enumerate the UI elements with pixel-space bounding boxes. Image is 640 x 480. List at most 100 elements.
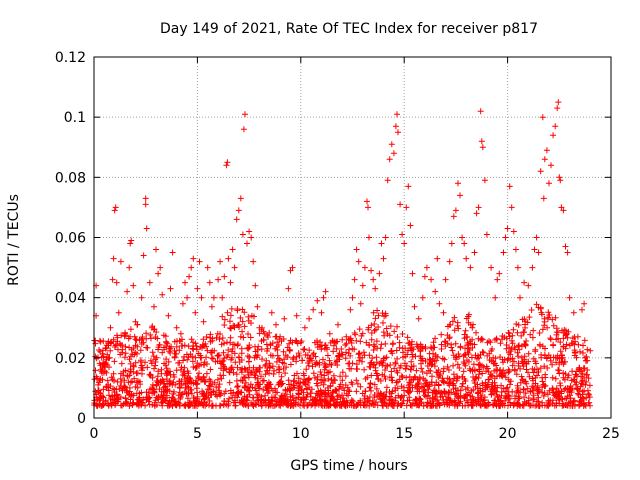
data-point	[471, 249, 478, 256]
noise-marker	[398, 393, 405, 400]
noise-marker	[471, 341, 478, 348]
noise-marker	[152, 359, 159, 365]
data-point	[579, 306, 585, 313]
noise-marker	[207, 331, 214, 338]
noise-marker	[549, 374, 556, 381]
noise-marker	[151, 403, 158, 409]
noise-marker	[562, 358, 568, 365]
noise-marker	[143, 335, 150, 342]
noise-marker	[491, 375, 498, 382]
noise-marker	[382, 401, 388, 407]
noise-marker	[447, 379, 454, 386]
noise-marker	[514, 349, 521, 356]
noise-marker	[125, 379, 132, 386]
noise-marker	[397, 362, 404, 369]
data-point	[250, 258, 257, 265]
noise-marker	[185, 370, 192, 377]
noise-marker	[174, 338, 180, 344]
data-point	[403, 204, 410, 211]
noise-marker	[235, 354, 242, 361]
noise-marker	[228, 356, 234, 363]
noise-marker	[119, 387, 126, 394]
noise-marker	[245, 403, 252, 409]
noise-marker	[357, 383, 364, 390]
data-point	[330, 342, 337, 349]
noise-marker	[462, 327, 469, 334]
data-point	[314, 297, 321, 304]
noise-marker	[200, 336, 207, 343]
data-point	[548, 162, 554, 169]
noise-marker	[497, 366, 504, 373]
noise-marker	[273, 401, 280, 408]
noise-marker	[382, 376, 389, 382]
noise-marker	[190, 364, 197, 370]
noise-marker	[512, 393, 518, 399]
noise-marker	[293, 338, 300, 345]
noise-marker	[578, 373, 584, 380]
noise-marker	[542, 345, 548, 352]
noise-marker	[192, 354, 199, 361]
noise-marker	[542, 382, 549, 389]
noise-marker	[542, 374, 549, 381]
noise-marker	[181, 372, 188, 379]
noise-marker	[230, 341, 237, 348]
noise-marker	[541, 318, 548, 325]
noise-marker	[396, 339, 403, 346]
noise-marker	[520, 386, 527, 393]
noise-marker	[557, 348, 564, 355]
noise-marker	[568, 386, 575, 393]
noise-marker	[368, 336, 375, 343]
noise-marker	[404, 388, 411, 395]
noise-marker	[113, 392, 120, 399]
noise-marker	[163, 356, 170, 363]
noise-marker	[380, 357, 387, 364]
noise-marker	[254, 347, 261, 353]
data-point	[310, 306, 317, 313]
data-point	[585, 390, 592, 397]
noise-marker	[451, 391, 458, 397]
noise-marker	[515, 322, 522, 328]
data-point	[210, 294, 217, 301]
noise-marker	[214, 352, 221, 359]
data-point	[244, 240, 250, 247]
noise-marker	[345, 337, 352, 343]
data-point	[100, 360, 107, 367]
noise-marker	[299, 357, 306, 364]
data-point	[240, 126, 247, 133]
noise-marker	[264, 332, 271, 339]
noise-marker	[522, 378, 529, 385]
noise-marker	[425, 386, 432, 393]
noise-marker	[248, 312, 255, 319]
noise-marker	[266, 364, 273, 371]
noise-marker	[358, 332, 365, 339]
noise-marker	[448, 400, 455, 406]
noise-marker	[529, 365, 536, 372]
noise-marker	[209, 381, 216, 388]
noise-marker	[467, 340, 474, 347]
noise-marker	[199, 341, 206, 348]
noise-marker	[287, 396, 294, 403]
noise-marker	[232, 359, 239, 366]
noise-marker	[217, 372, 224, 379]
noise-marker	[473, 329, 479, 336]
noise-marker	[290, 384, 297, 391]
data-point	[221, 273, 228, 280]
noise-marker	[97, 394, 104, 401]
noise-marker	[142, 402, 149, 409]
noise-marker	[293, 353, 300, 360]
noise-marker	[132, 359, 139, 366]
noise-marker	[219, 313, 226, 320]
noise-marker	[290, 354, 297, 361]
data-point	[566, 294, 573, 301]
noise-marker	[558, 396, 565, 403]
noise-marker	[193, 346, 200, 353]
noise-marker	[444, 375, 451, 382]
noise-marker	[480, 349, 487, 356]
noise-marker	[567, 392, 573, 399]
noise-marker	[237, 377, 244, 384]
noise-marker	[282, 370, 289, 377]
noise-marker	[303, 366, 310, 373]
noise-marker	[237, 314, 244, 321]
noise-marker	[323, 344, 330, 351]
noise-marker	[549, 400, 556, 407]
